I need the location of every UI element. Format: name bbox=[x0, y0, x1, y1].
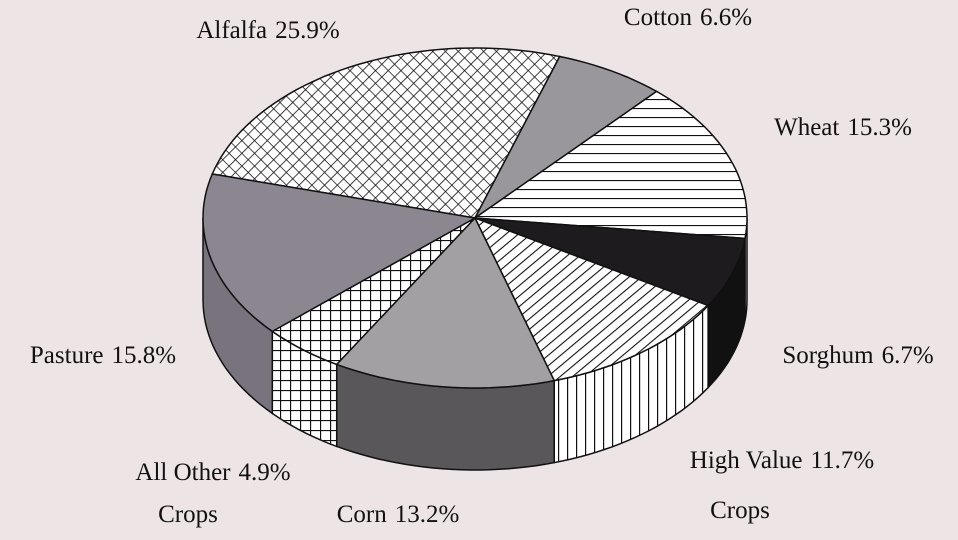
value-label: 6.6% bbox=[700, 4, 752, 31]
slice bbox=[472, 90, 748, 240]
slice-label: Sorghum 6.7% bbox=[782, 342, 933, 369]
slice-label: Cotton 6.6% bbox=[624, 4, 752, 31]
value-label: 15.3% bbox=[847, 114, 912, 141]
value-label: 15.8% bbox=[112, 342, 177, 369]
value-label: 13.2% bbox=[395, 501, 460, 528]
slice-label: Crops bbox=[710, 497, 770, 524]
slice-label: All Other 4.9% bbox=[135, 459, 290, 486]
category-label: All Other bbox=[135, 459, 231, 486]
slice bbox=[211, 47, 561, 219]
slice-label: Crops bbox=[158, 501, 218, 528]
category-label: Wheat bbox=[774, 114, 839, 141]
slice-label: Corn 13.2% bbox=[337, 501, 460, 528]
slice-label: Wheat 15.3% bbox=[774, 114, 912, 141]
labels: Alfalfa 25.9% Cotton 6.6% Wheat 15.3% Sorghum 6… bbox=[30, 4, 934, 528]
slice bbox=[335, 216, 556, 389]
category-label: Corn bbox=[337, 501, 388, 528]
category-label: Sorghum bbox=[782, 342, 874, 369]
slice-label: Pasture 15.8% bbox=[30, 342, 176, 369]
value-label: 6.7% bbox=[882, 342, 934, 369]
category-label: Cotton bbox=[624, 4, 693, 31]
slice bbox=[202, 173, 478, 333]
slice bbox=[473, 216, 710, 382]
pie bbox=[202, 47, 748, 471]
value-label: 11.7% bbox=[811, 447, 875, 474]
category-label: High Value bbox=[690, 447, 803, 474]
slice bbox=[474, 55, 659, 219]
slice-label: Alfalfa 25.9% bbox=[196, 17, 339, 44]
value-label: 25.9% bbox=[275, 17, 340, 44]
slice-label: High Value 11.7% bbox=[690, 447, 874, 474]
slice bbox=[270, 217, 476, 366]
category-label: Crops bbox=[710, 497, 770, 524]
category-label: Crops bbox=[158, 501, 218, 528]
value-label: 4.9% bbox=[239, 459, 291, 486]
category-label: Alfalfa bbox=[196, 17, 267, 44]
slice bbox=[474, 217, 746, 307]
category-label: Pasture bbox=[30, 342, 104, 369]
